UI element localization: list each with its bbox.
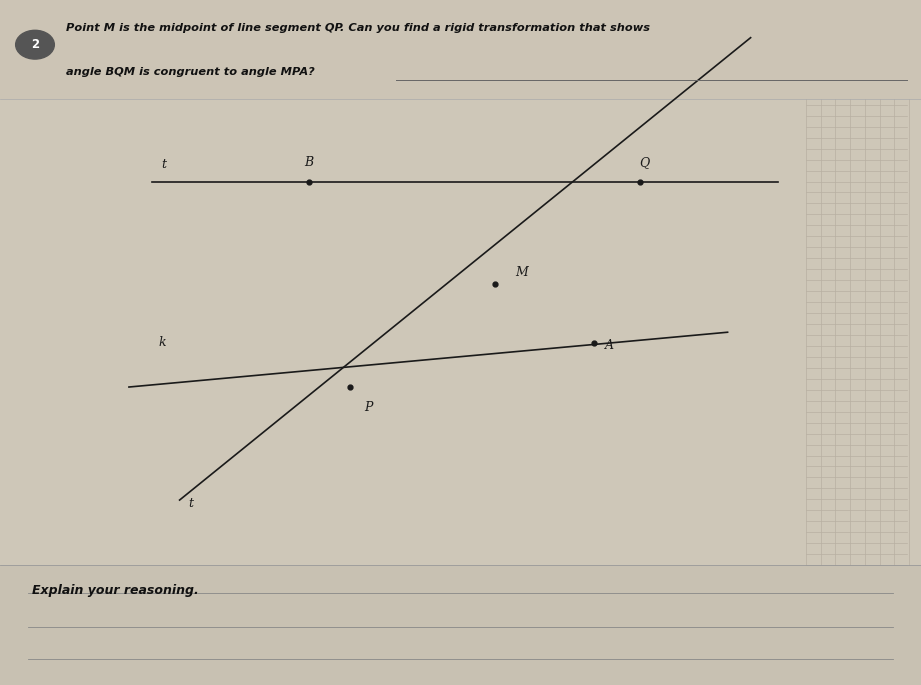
Circle shape: [16, 30, 54, 59]
Text: t: t: [161, 158, 166, 171]
FancyBboxPatch shape: [0, 565, 921, 685]
Text: B: B: [304, 156, 313, 169]
Text: A: A: [605, 340, 614, 352]
FancyBboxPatch shape: [0, 99, 921, 565]
Text: Point M is the midpoint of line segment QP. Can you find a rigid transformation : Point M is the midpoint of line segment …: [66, 23, 650, 33]
Text: 2: 2: [31, 38, 39, 51]
Text: M: M: [516, 266, 528, 279]
Text: t: t: [189, 497, 193, 510]
Text: angle BQM is congruent to angle MPA?: angle BQM is congruent to angle MPA?: [66, 66, 315, 77]
Text: Explain your reasoning.: Explain your reasoning.: [32, 584, 199, 597]
Text: P: P: [364, 401, 372, 414]
FancyBboxPatch shape: [0, 0, 921, 99]
Text: Q: Q: [639, 156, 650, 169]
Text: k: k: [158, 336, 166, 349]
